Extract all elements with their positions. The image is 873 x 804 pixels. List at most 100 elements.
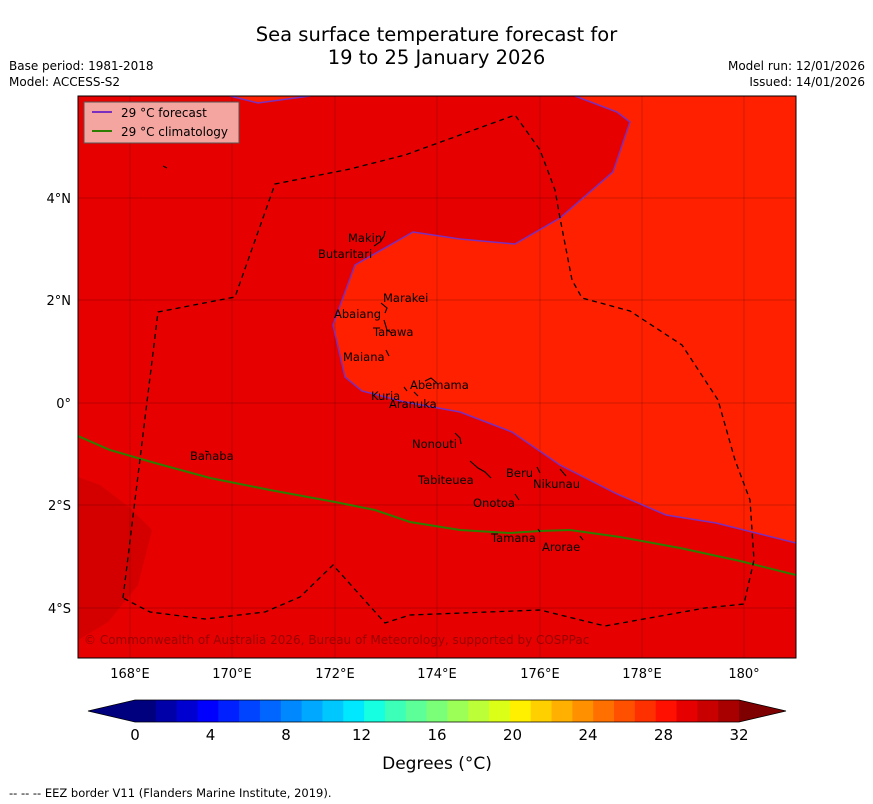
- lon-tick-172e: 172°E: [315, 667, 355, 682]
- island-label-arorae: Arorae: [542, 540, 580, 554]
- island-label-makin: Makin: [348, 231, 382, 245]
- colorbar-cell: [135, 700, 157, 722]
- eez-source-note: -- -- -- EEZ border V11 (Flanders Marine…: [9, 786, 332, 800]
- island-label-nonouti: Nonouti: [412, 437, 457, 451]
- island-label-beru: Beru: [506, 466, 533, 480]
- colorbar-tick-label: 12: [352, 726, 371, 744]
- colorbar-under-arrow: [88, 700, 135, 722]
- sst-field-28-29: [78, 477, 152, 640]
- lat-tick-0: 0°: [56, 397, 71, 412]
- island-label-tamana: Tamana: [490, 531, 536, 545]
- colorbar-cell: [468, 700, 490, 722]
- legend-box: [83, 101, 240, 144]
- colorbar-cell: [426, 700, 448, 722]
- island-label-banaba: Banaba: [190, 449, 234, 463]
- colorbar-cell: [343, 700, 365, 722]
- model-name: Model: ACCESS-S2: [9, 75, 121, 89]
- sst-field-30-31: [333, 96, 796, 543]
- island-label-maiana: Maiana: [343, 350, 385, 364]
- map-title-line2: 19 to 25 January 2026: [327, 46, 546, 69]
- lat-tick-2n: 2°N: [47, 294, 72, 309]
- colorbar-cell: [697, 700, 719, 722]
- colorbar-cell: [572, 700, 594, 722]
- map-title-line1: Sea surface temperature forecast for: [255, 23, 618, 46]
- lon-tick-176e: 176°E: [520, 667, 560, 682]
- colorbar-cell: [218, 700, 240, 722]
- lat-tick-2s: 2°S: [48, 499, 71, 514]
- lon-tick-174e: 174°E: [417, 667, 457, 682]
- island-label-onotoa: Onotoa: [473, 496, 515, 510]
- island-label-abaiang: Abaiang: [334, 307, 381, 321]
- colorbar-cell: [718, 700, 740, 722]
- sst-field-north-patch: [230, 96, 310, 103]
- colorbar-cell: [259, 700, 282, 722]
- eez-border: [122, 114, 755, 627]
- colorbar-label: Degrees (°C): [382, 754, 492, 774]
- colorbar-cell: [447, 700, 469, 722]
- colorbar-cell: [509, 700, 532, 722]
- map-legend: 29 °C forecast 29 °C climatology: [83, 101, 240, 144]
- legend-climatology-label: 29 °C climatology: [121, 125, 228, 139]
- colorbar-cell: [301, 700, 323, 722]
- lat-tick-4s: 4°S: [48, 602, 71, 617]
- lon-tick-178e: 178°E: [622, 667, 662, 682]
- colorbar-cell: [322, 700, 344, 722]
- colorbar-tick-label: 8: [281, 726, 291, 744]
- colorbar-cell: [614, 700, 636, 722]
- lon-tick-170e: 170°E: [212, 667, 252, 682]
- forecast-29c-contour-north: [229, 96, 311, 104]
- lon-tick-168e: 168°E: [110, 667, 150, 682]
- colorbar-cells: [135, 700, 740, 722]
- colorbar-outline: [87, 699, 787, 723]
- colorbar-tick-label: 32: [729, 726, 748, 744]
- colorbar-cell: [197, 700, 219, 722]
- island-label-tarawa: Tarawa: [372, 325, 413, 339]
- colorbar-ticks: 0 4 8 12 16 20 24 28 32: [130, 726, 748, 744]
- island-label-abemama: Abemama: [410, 378, 469, 392]
- colorbar-cell: [655, 700, 678, 722]
- colorbar-cell: [364, 700, 386, 722]
- colorbar-tick-label: 20: [503, 726, 522, 744]
- model-run: Model run: 12/01/2026: [727, 59, 865, 73]
- island-label-tabiteuea: Tabiteuea: [417, 473, 474, 487]
- latitude-ticks: 4°N 2°N 0° 2°S 4°S: [47, 192, 72, 617]
- lat-tick-4n: 4°N: [47, 192, 72, 207]
- colorbar-cell: [634, 700, 657, 722]
- map-frame: [77, 95, 797, 659]
- colorbar-cell: [239, 700, 261, 722]
- colorbar-cell: [489, 700, 511, 722]
- colorbar-cell: [530, 700, 553, 722]
- issued-date: Issued: 14/01/2026: [749, 75, 865, 89]
- copyright-notice: © Commonwealth of Australia 2026, Bureau…: [84, 633, 589, 647]
- climatology-29c-contour: [78, 435, 796, 576]
- island-shapes: [162, 165, 584, 541]
- island-label-kuria: Kuria: [371, 389, 400, 403]
- colorbar-cell: [280, 700, 303, 722]
- lon-tick-180: 180°: [728, 667, 759, 682]
- colorbar-tick-label: 24: [578, 726, 597, 744]
- colorbar-over-arrow: [739, 700, 786, 722]
- colorbar-cell: [593, 700, 615, 722]
- colorbar-cell: [551, 700, 573, 722]
- colorbar-cell: [405, 700, 428, 722]
- longitude-ticks: 168°E 170°E 172°E 174°E 176°E 178°E 180°: [110, 667, 759, 682]
- base-period: Base period: 1981-2018: [9, 59, 154, 73]
- colorbar-cell: [384, 700, 407, 722]
- island-labels: Makin Butaritari Marakei Abaiang Tarawa …: [190, 231, 580, 554]
- legend-forecast-label: 29 °C forecast: [121, 106, 207, 120]
- island-label-butaritari: Butaritari: [318, 247, 372, 261]
- island-label-marakei: Marakei: [383, 291, 428, 305]
- colorbar-cell: [155, 700, 178, 722]
- colorbar-tick-label: 4: [206, 726, 216, 744]
- colorbar-cell: [176, 700, 198, 722]
- forecast-29c-contour: [332, 96, 796, 544]
- island-label-aranuka: Aranuka: [389, 397, 437, 411]
- colorbar-tick-label: 0: [130, 726, 140, 744]
- map-gridlines: [78, 96, 796, 658]
- colorbar: 0 4 8 12 16 20 24 28 32 Degrees (°C): [87, 699, 787, 774]
- map-area: [78, 96, 796, 658]
- colorbar-cell: [676, 700, 698, 722]
- colorbar-tick-label: 28: [654, 726, 673, 744]
- island-label-nikunau: Nikunau: [533, 477, 580, 491]
